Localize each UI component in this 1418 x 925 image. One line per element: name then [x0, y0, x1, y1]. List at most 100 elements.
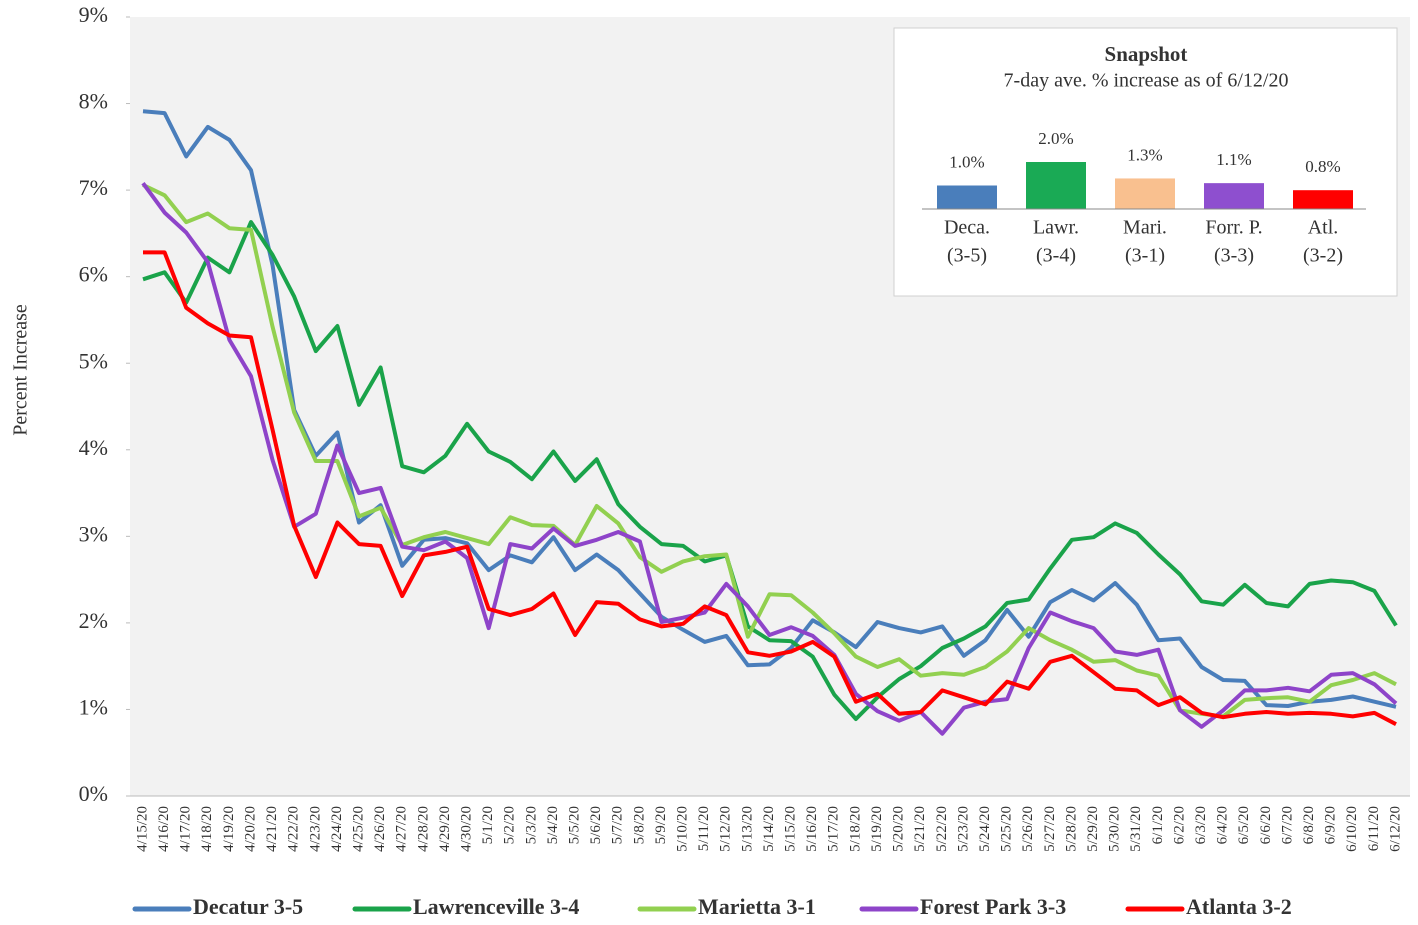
- y-tick-label: 2%: [79, 608, 108, 633]
- bar-category-label: (3-1): [1125, 245, 1165, 267]
- x-tick-label: 5/4/20: [545, 806, 561, 844]
- x-tick-label: 5/28/20: [1063, 806, 1079, 852]
- bar: [1026, 162, 1086, 209]
- x-tick-label: 4/24/20: [329, 806, 345, 852]
- inset-subtitle: 7-day ave. % increase as of 6/12/20: [1004, 70, 1289, 92]
- y-tick-label: 7%: [79, 175, 108, 200]
- bar-value-label: 2.0%: [1038, 129, 1073, 148]
- x-tick-label: 5/11/20: [696, 806, 712, 851]
- x-tick-label: 6/3/20: [1193, 806, 1209, 844]
- x-tick-label: 4/18/20: [199, 806, 215, 852]
- x-tick-label: 5/9/20: [653, 806, 669, 844]
- x-tick-label: 5/29/20: [1085, 806, 1101, 852]
- x-tick-label: 5/3/20: [523, 806, 539, 844]
- x-tick-label: 4/30/20: [458, 806, 474, 852]
- x-tick-label: 6/6/20: [1258, 806, 1274, 844]
- x-tick-label: 4/19/20: [221, 806, 237, 852]
- bar-value-label: 1.3%: [1127, 145, 1162, 164]
- x-tick-label: 5/6/20: [588, 806, 604, 844]
- legend-label: Decatur 3-5: [193, 894, 303, 919]
- x-tick-label: 6/5/20: [1236, 806, 1252, 844]
- x-tick-label: 6/11/20: [1366, 806, 1382, 851]
- x-tick-label: 5/7/20: [610, 806, 626, 844]
- bar-category-label: Lawr.: [1033, 217, 1079, 239]
- bar-category-label: Deca.: [944, 217, 990, 239]
- bar: [937, 185, 997, 209]
- y-tick-label: 1%: [79, 694, 108, 719]
- legend-label: Marietta 3-1: [698, 894, 816, 919]
- y-tick-label: 8%: [79, 89, 108, 114]
- x-tick-label: 6/4/20: [1215, 806, 1231, 844]
- bar: [1115, 178, 1175, 209]
- inset-title: Snapshot: [1105, 42, 1188, 66]
- bar: [1204, 183, 1264, 209]
- bar-value-label: 0.8%: [1305, 157, 1340, 176]
- y-axis-title: Percent Increase: [10, 304, 32, 436]
- x-tick-label: 4/26/20: [372, 806, 388, 852]
- y-tick-label: 9%: [79, 2, 108, 27]
- legend-label: Forest Park 3-3: [920, 894, 1066, 919]
- bar-category-label: Atl.: [1308, 217, 1339, 239]
- series-line: [142, 220, 1398, 721]
- x-tick-label: 6/10/20: [1344, 806, 1360, 852]
- series-line: [143, 250, 1397, 726]
- y-tick-label: 3%: [79, 521, 108, 546]
- x-tick-label: 5/14/20: [761, 806, 777, 852]
- x-tick-label: 5/18/20: [847, 806, 863, 852]
- x-tick-label: 4/28/20: [415, 806, 431, 852]
- x-tick-label: 4/23/20: [307, 806, 323, 852]
- bar-value-label: 1.1%: [1216, 150, 1251, 169]
- x-tick-label: 6/9/20: [1323, 806, 1339, 844]
- x-tick-label: 6/12/20: [1387, 806, 1403, 852]
- x-tick-label: 5/27/20: [1042, 806, 1058, 852]
- series-line: [142, 183, 1397, 719]
- series-line: [141, 182, 1398, 736]
- x-tick-label: 6/8/20: [1301, 806, 1317, 844]
- bar-category-label: (3-5): [947, 245, 987, 267]
- bar: [1293, 190, 1353, 209]
- x-tick-label: 4/25/20: [350, 806, 366, 852]
- y-tick-label: 4%: [79, 435, 108, 460]
- x-tick-label: 5/10/20: [675, 806, 691, 852]
- x-tick-label: 5/23/20: [955, 806, 971, 852]
- x-tick-label: 4/16/20: [156, 806, 172, 852]
- legend-label: Lawrenceville 3-4: [413, 894, 579, 919]
- x-tick-label: 5/17/20: [826, 806, 842, 852]
- x-tick-label: 5/2/20: [502, 806, 518, 844]
- bar-category-label: (3-4): [1036, 245, 1076, 267]
- x-tick-label: 5/22/20: [934, 806, 950, 852]
- x-tick-label: 6/2/20: [1171, 806, 1187, 844]
- inset-panel: [893, 27, 1398, 297]
- x-tick-label: 5/21/20: [912, 806, 928, 852]
- x-tick-label: 5/30/20: [1107, 806, 1123, 852]
- x-tick-label: 5/12/20: [718, 806, 734, 852]
- y-tick-label: 0%: [79, 781, 108, 806]
- bar-value-label: 1.0%: [949, 152, 984, 171]
- bar-category-label: Mari.: [1123, 217, 1167, 239]
- x-tick-label: 5/5/20: [567, 806, 583, 844]
- y-tick-label: 5%: [79, 348, 108, 373]
- x-tick-label: 4/17/20: [178, 806, 194, 852]
- x-tick-label: 4/20/20: [242, 806, 258, 852]
- x-tick-label: 5/26/20: [1020, 806, 1036, 852]
- x-tick-label: 5/19/20: [869, 806, 885, 852]
- x-tick-label: 4/15/20: [134, 806, 150, 852]
- x-tick-label: 5/31/20: [1128, 806, 1144, 852]
- x-tick-label: 4/21/20: [264, 806, 280, 852]
- x-tick-label: 5/24/20: [977, 806, 993, 852]
- y-tick-label: 6%: [79, 262, 108, 287]
- x-tick-label: 5/8/20: [631, 806, 647, 844]
- x-tick-label: 6/7/20: [1279, 806, 1295, 844]
- bar-category-label: Forr. P.: [1205, 217, 1262, 239]
- legend-label: Atlanta 3-2: [1186, 894, 1292, 919]
- x-tick-label: 6/1/20: [1150, 806, 1166, 844]
- x-tick-label: 5/16/20: [804, 806, 820, 852]
- x-tick-label: 5/25/20: [999, 806, 1015, 852]
- x-tick-label: 4/29/20: [437, 806, 453, 852]
- bar-category-label: (3-2): [1303, 245, 1343, 267]
- x-tick-label: 5/1/20: [480, 806, 496, 844]
- x-tick-label: 5/20/20: [891, 806, 907, 852]
- x-tick-label: 4/22/20: [286, 806, 302, 852]
- bar-category-label: (3-3): [1214, 245, 1254, 267]
